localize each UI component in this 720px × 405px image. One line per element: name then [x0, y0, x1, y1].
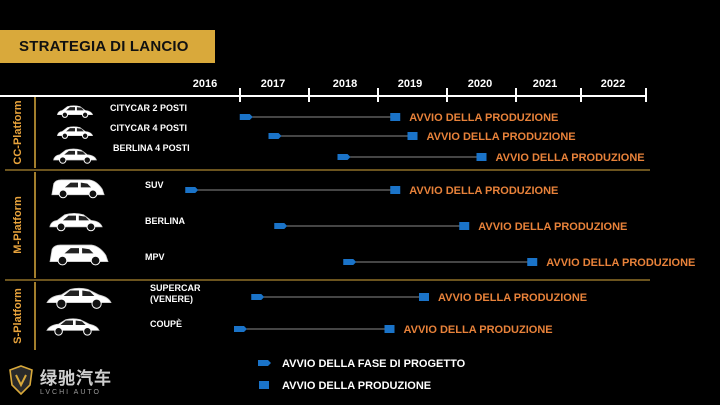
- design-start-marker: [239, 114, 253, 120]
- legend-production-label: AVVIO DELLA PRODUZIONE: [282, 380, 431, 392]
- production-label: AVVIO DELLA PRODUZIONE: [438, 292, 587, 304]
- year-label: 2022: [601, 78, 625, 90]
- year-label: 2017: [261, 78, 285, 90]
- production-start-marker: [459, 222, 470, 230]
- production-start-marker: [527, 258, 538, 266]
- car-wheel: [56, 298, 67, 309]
- model-label: MPV: [145, 252, 165, 262]
- car-wheel: [59, 156, 67, 164]
- car-wheel: [54, 327, 63, 336]
- car-wheel: [61, 132, 69, 139]
- car-wheel: [83, 327, 92, 336]
- legend-design-marker: [258, 360, 271, 366]
- car-wheel: [81, 132, 89, 139]
- citycar-icon: [56, 105, 94, 118]
- production-label: AVVIO DELLA PRODUZIONE: [409, 112, 558, 124]
- year-label: 2021: [533, 78, 557, 90]
- design-start-marker: [185, 187, 199, 193]
- design-start-marker: [268, 133, 282, 139]
- model-label: BERLINA: [145, 216, 185, 226]
- coupe-icon: [46, 318, 100, 336]
- brand-name-latin: LVCHI AUTO: [40, 389, 101, 396]
- year-label: 2016: [193, 78, 217, 90]
- legend-production-marker: [259, 381, 269, 389]
- model-label: SUPERCAR: [150, 283, 201, 293]
- title-banner: STRATEGIA DI LANCIO: [0, 30, 215, 63]
- sedan-icon: [49, 212, 103, 232]
- production-start-marker: [384, 325, 395, 333]
- car-wheel: [57, 255, 68, 266]
- model-label: CITYCAR 2 POSTI: [110, 103, 187, 113]
- car-window: [64, 248, 94, 254]
- car-window: [60, 320, 86, 325]
- legend-design-label: AVVIO DELLA FASE DI PROGETTO: [282, 358, 466, 370]
- design-start-marker: [234, 326, 247, 332]
- production-label: AVVIO DELLA PRODUZIONE: [409, 185, 558, 197]
- production-label: AVVIO DELLA PRODUZIONE: [478, 221, 627, 233]
- car-wheel: [58, 189, 68, 199]
- production-start-marker: [390, 186, 401, 194]
- platform-label: S-Platform: [12, 288, 24, 344]
- production-start-marker: [407, 132, 418, 140]
- car-window: [66, 128, 84, 132]
- car-wheel: [83, 156, 91, 164]
- car-wheel: [86, 222, 96, 232]
- car-wheel: [91, 298, 102, 309]
- production-label: AVVIO DELLA PRODUZIONE: [404, 324, 553, 336]
- brand-logo: 绿驰汽车 LVCHI AUTO: [8, 364, 112, 396]
- design-start-marker: [337, 154, 351, 160]
- car-wheel: [56, 222, 66, 232]
- car-window: [63, 290, 95, 296]
- citycar-4-icon: [56, 126, 94, 139]
- mpv-icon: [49, 244, 109, 266]
- production-start-marker: [476, 153, 487, 161]
- year-label: 2020: [468, 78, 492, 90]
- car-window: [64, 150, 86, 155]
- model-label: SUV: [145, 180, 164, 190]
- production-label: AVVIO DELLA PRODUZIONE: [427, 131, 576, 143]
- sedan-icon: [53, 148, 97, 164]
- platform-label: CC-Platform: [12, 100, 24, 164]
- model-label: CITYCAR 4 POSTI: [110, 123, 187, 133]
- car-wheel: [88, 189, 98, 199]
- production-label: AVVIO DELLA PRODUZIONE: [496, 152, 645, 164]
- design-start-marker: [274, 223, 288, 229]
- shield-logo-icon: [9, 365, 33, 395]
- car-window: [66, 107, 84, 111]
- page-title: STRATEGIA DI LANCIO: [19, 38, 189, 55]
- suv-icon: [51, 179, 105, 199]
- production-start-marker: [419, 293, 429, 301]
- model-label: BERLINA 4 POSTI: [113, 143, 190, 153]
- model-label: (VENERE): [150, 294, 193, 304]
- car-window: [62, 215, 90, 221]
- year-label: 2019: [398, 78, 422, 90]
- brand-name-chinese: 绿驰汽车: [40, 369, 112, 389]
- design-start-marker: [343, 259, 357, 265]
- car-wheel: [81, 111, 89, 118]
- supercar-icon: [46, 287, 112, 309]
- year-label: 2018: [333, 78, 357, 90]
- model-label: COUPÈ: [150, 319, 182, 329]
- production-label: AVVIO DELLA PRODUZIONE: [546, 257, 695, 269]
- car-wheel: [61, 111, 69, 118]
- platform-label: M-Platform: [12, 196, 24, 254]
- design-start-marker: [251, 294, 265, 300]
- car-window: [64, 182, 92, 188]
- production-start-marker: [390, 113, 401, 121]
- car-wheel: [90, 255, 101, 266]
